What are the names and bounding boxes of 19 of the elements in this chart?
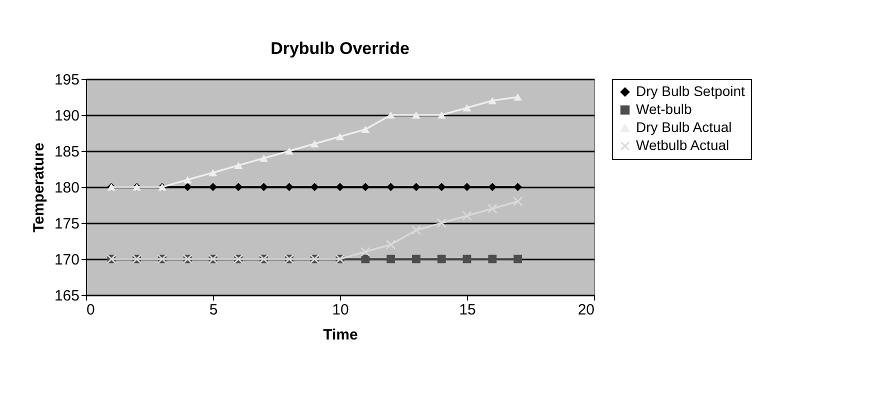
x-axis-title: Time (323, 326, 358, 344)
x-tick-label: 5 (209, 302, 218, 318)
y-tick-label: 185 (54, 144, 80, 160)
y-axis-title: Temperature (30, 142, 48, 232)
y-tick-label: 180 (54, 180, 80, 196)
y-tick-label: 170 (54, 252, 80, 268)
chart-title: Drybulb Override (270, 39, 410, 58)
x-tick-label: 0 (86, 302, 95, 318)
y-tick-label: 190 (54, 108, 80, 124)
y-tick-label: 165 (54, 288, 80, 304)
legend-label: Wetbulb Actual (636, 137, 730, 153)
legend-label: Dry Bulb Actual (636, 119, 732, 135)
x-tick-label: 15 (459, 302, 476, 318)
legend-label: Dry Bulb Setpoint (636, 83, 746, 99)
y-tick-label: 195 (54, 72, 80, 88)
legend-label: Wet-bulb (636, 101, 692, 117)
x-tick-label: 10 (332, 302, 349, 318)
y-tick-label: 175 (54, 216, 80, 232)
x-tick-label: 20 (578, 302, 594, 318)
